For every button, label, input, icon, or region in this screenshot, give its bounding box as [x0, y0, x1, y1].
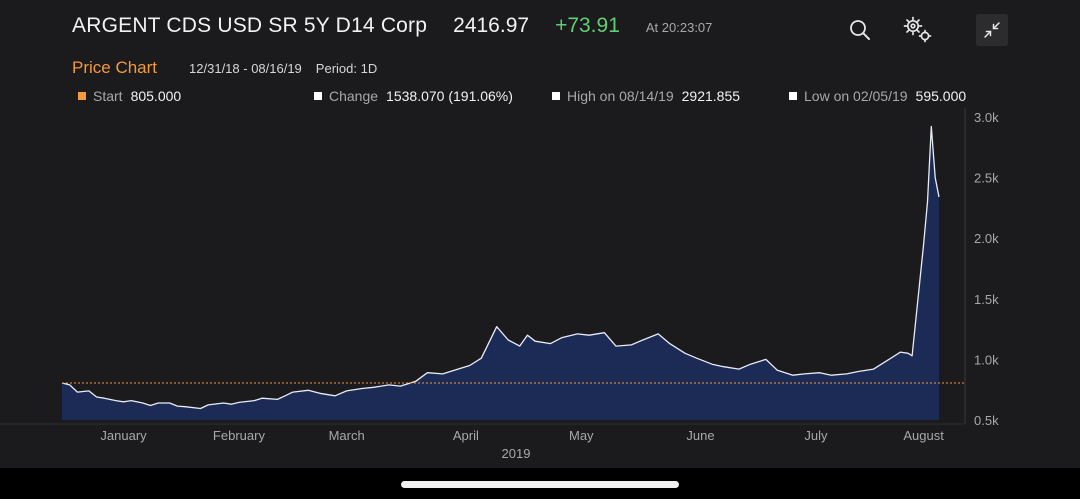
price-line: [61, 125, 940, 410]
chart-screen: ARGENT CDS USD SR 5Y D14 Corp 2416.97 +7…: [0, 0, 1080, 468]
y-tick-label: 1.5k: [974, 292, 999, 307]
legend-low-swatch: [789, 92, 797, 100]
legend-high-label: High on 08/14/19: [567, 88, 674, 104]
x-axis-year-label: 2019: [502, 446, 531, 461]
x-tick-label: March: [329, 428, 365, 443]
y-tick-label: 3.0k: [974, 110, 999, 125]
price-chart[interactable]: 3.0k 2.5k 2.0k 1.5k 1.0k 0.5k January February M…: [0, 0, 1080, 468]
period-label[interactable]: Period: 1D: [315, 61, 378, 76]
legend-low-value: 595.000: [915, 88, 967, 104]
x-tick-label: May: [569, 428, 594, 443]
chart-title[interactable]: Price Chart: [72, 58, 158, 77]
collapse-icon: [984, 22, 1000, 38]
legend-change: Change 1538.070 (191.06%): [314, 88, 513, 104]
x-tick-label: January: [100, 428, 147, 443]
security-title: ARGENT CDS USD SR 5Y D14 Corp: [72, 14, 428, 37]
legend-high-swatch: [552, 92, 560, 100]
timestamp: At 20:23:07: [645, 20, 713, 35]
last-price: 2416.97: [453, 14, 530, 37]
collapse-button[interactable]: [976, 14, 1008, 46]
x-tick-label: June: [686, 428, 714, 443]
y-tick-label: 2.0k: [974, 231, 999, 246]
legend-change-label: Change: [329, 88, 379, 104]
legend-start: Start 805.000: [78, 88, 181, 104]
settings-button[interactable]: [902, 14, 934, 46]
legend-start-value: 805.000: [130, 88, 182, 104]
x-tick-label: August: [903, 428, 944, 443]
legend-high-value: 2921.855: [681, 88, 741, 104]
date-range[interactable]: 12/31/18 - 08/16/19: [189, 61, 302, 76]
y-tick-label: 2.5k: [974, 171, 999, 186]
search-button[interactable]: [844, 14, 876, 46]
x-tick-label: February: [213, 428, 266, 443]
net-change: +73.91: [555, 14, 620, 37]
y-tick-label: 1.0k: [974, 352, 999, 367]
legend-start-label: Start: [93, 88, 123, 104]
legend-start-swatch: [78, 92, 86, 100]
legend-change-value: 1538.070 (191.06%): [386, 88, 513, 104]
home-indicator[interactable]: [401, 481, 679, 488]
y-tick-label: 0.5k: [974, 413, 999, 428]
x-tick-label: July: [804, 428, 828, 443]
gears-icon: [903, 16, 932, 43]
security-header: ARGENT CDS USD SR 5Y D14 Corp 2416.97 +7…: [72, 14, 712, 46]
chart-subheader: Price Chart 12/31/18 - 08/16/19 Period: …: [72, 58, 377, 78]
legend-low-label: Low on 02/05/19: [804, 88, 908, 104]
legend-change-swatch: [314, 92, 322, 100]
x-tick-label: April: [453, 428, 479, 443]
search-icon: [850, 20, 870, 40]
legend-low: Low on 02/05/19 595.000: [789, 88, 966, 104]
price-area: [62, 126, 939, 420]
legend-high: High on 08/14/19 2921.855: [552, 88, 740, 104]
